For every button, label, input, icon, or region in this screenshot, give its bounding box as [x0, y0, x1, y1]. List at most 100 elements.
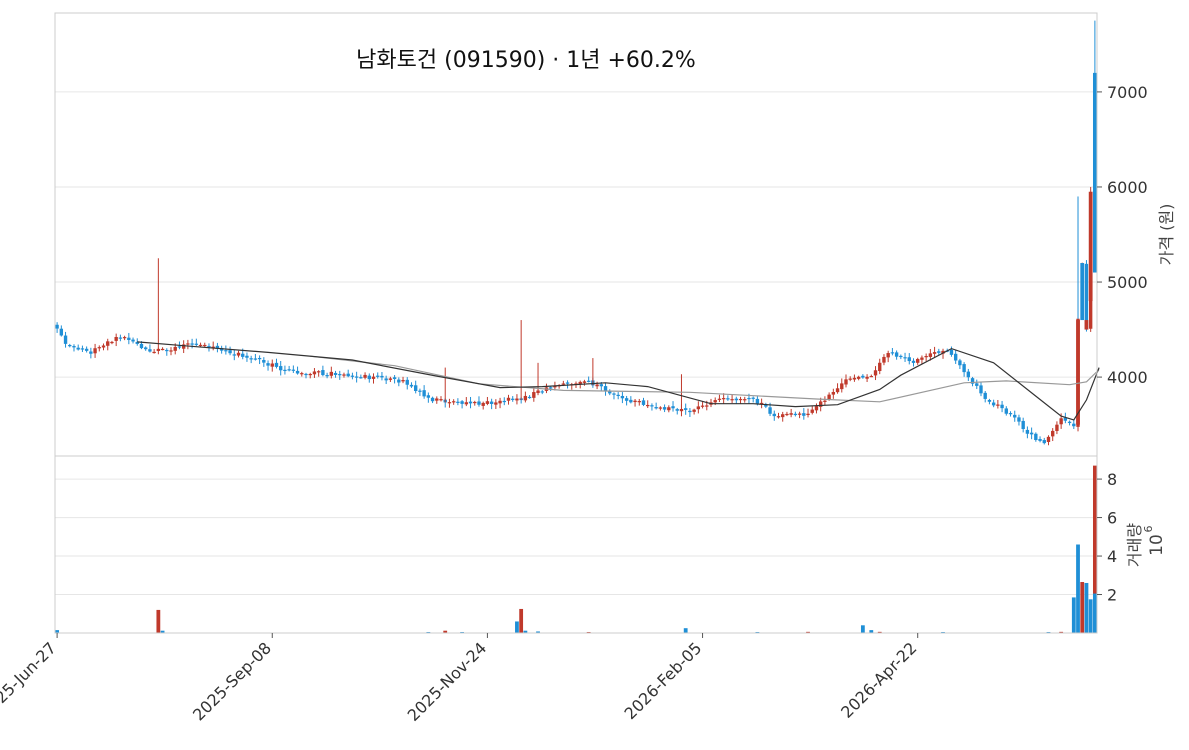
x-tick-label: 2025-Nov-24 [404, 638, 491, 725]
candle-body [84, 348, 89, 351]
candle-body [848, 378, 852, 380]
candle-body [397, 379, 401, 383]
candle-body [987, 399, 992, 402]
candle-body [595, 384, 599, 387]
candle-body [489, 401, 494, 404]
candle-body [211, 346, 215, 348]
candle-body [321, 370, 325, 376]
candle-body [1013, 414, 1017, 418]
volume-bar [515, 621, 519, 633]
candle-body [287, 369, 291, 371]
candle-body [743, 399, 747, 401]
price-tick-label: 6000 [1107, 178, 1148, 197]
candle-body [464, 402, 469, 405]
candle-body [131, 339, 135, 342]
candle-body [354, 376, 359, 378]
price-axis-label: 가격 (원) [1157, 204, 1176, 266]
candle-body [160, 348, 165, 351]
candle-body [236, 352, 241, 356]
candle-body [106, 341, 110, 346]
volume-bar [869, 630, 874, 633]
volume-bar [1092, 593, 1097, 633]
moving-averages [137, 341, 1100, 421]
volume-bar [1076, 544, 1080, 633]
candle-body [422, 390, 426, 397]
candle-body [148, 349, 152, 352]
candle-body [198, 344, 203, 347]
candle-body [599, 384, 603, 387]
candle-body [869, 376, 873, 378]
candle-body [249, 358, 253, 360]
volume-bar [1084, 582, 1089, 633]
candle-body [72, 346, 76, 348]
candle-body [772, 413, 776, 417]
candle-body [359, 377, 363, 379]
candle-body [907, 357, 911, 362]
candle-body-large [1080, 263, 1085, 321]
candle-body [768, 407, 772, 414]
candle-body [616, 394, 620, 396]
volume-panel-frame [54, 455, 1098, 634]
candle-body [215, 345, 220, 349]
volume-bar [156, 609, 161, 633]
candle-body [1042, 440, 1046, 444]
candles [55, 20, 1097, 446]
volume-tick-label: 4 [1107, 547, 1117, 566]
candle-body [380, 375, 384, 378]
candle-body [468, 401, 473, 404]
candle-body [308, 373, 312, 376]
volume-bar [1088, 599, 1093, 633]
candle-body [696, 406, 701, 410]
volume-bar [683, 628, 688, 633]
candle-body [1038, 438, 1042, 441]
candle-body [68, 345, 72, 347]
candle-body [797, 413, 802, 415]
candle-body [540, 391, 544, 393]
candle-body [177, 346, 182, 348]
candle-body [1051, 430, 1055, 437]
candle-body-large [1084, 320, 1089, 330]
candle-body [241, 353, 245, 357]
volume-tick-label: 6 [1107, 509, 1117, 528]
candle-body [650, 405, 654, 407]
candle-body [312, 371, 317, 375]
candle-body [279, 366, 283, 371]
price-tick-label: 5000 [1107, 273, 1148, 292]
candle-body [135, 341, 139, 344]
candle-body [873, 370, 878, 376]
candle-body [1084, 263, 1089, 329]
candle-body [101, 345, 106, 348]
candle-body [705, 405, 709, 407]
candle-body [498, 400, 502, 404]
candle-body [300, 373, 304, 375]
volume-bar [519, 608, 524, 633]
candle-body [958, 360, 962, 366]
candle-body [511, 398, 515, 400]
candle-body [165, 349, 169, 352]
candle-body [586, 380, 591, 382]
candle-body [93, 348, 97, 354]
candle-body [224, 350, 228, 352]
x-tick-label: 2025-Sep-08 [189, 638, 275, 724]
candle-body [996, 404, 1000, 406]
candle-body [502, 400, 506, 403]
candle-body [439, 399, 443, 401]
candle-body [886, 353, 890, 358]
candle-body [692, 409, 696, 412]
candle-body [127, 337, 131, 341]
candle-body [388, 378, 393, 380]
candle-body [549, 387, 553, 389]
candle-body [654, 407, 658, 409]
candle-body [304, 373, 308, 376]
candle-body [1017, 417, 1021, 422]
candle-body [793, 413, 798, 416]
volume-bar [860, 625, 865, 633]
candle-body [152, 351, 156, 354]
candle-body [532, 392, 536, 398]
candle-body [447, 402, 452, 404]
candle-body [1059, 418, 1063, 425]
candle-body [1029, 432, 1034, 435]
candle-body [970, 378, 975, 384]
candle-body [553, 385, 557, 388]
